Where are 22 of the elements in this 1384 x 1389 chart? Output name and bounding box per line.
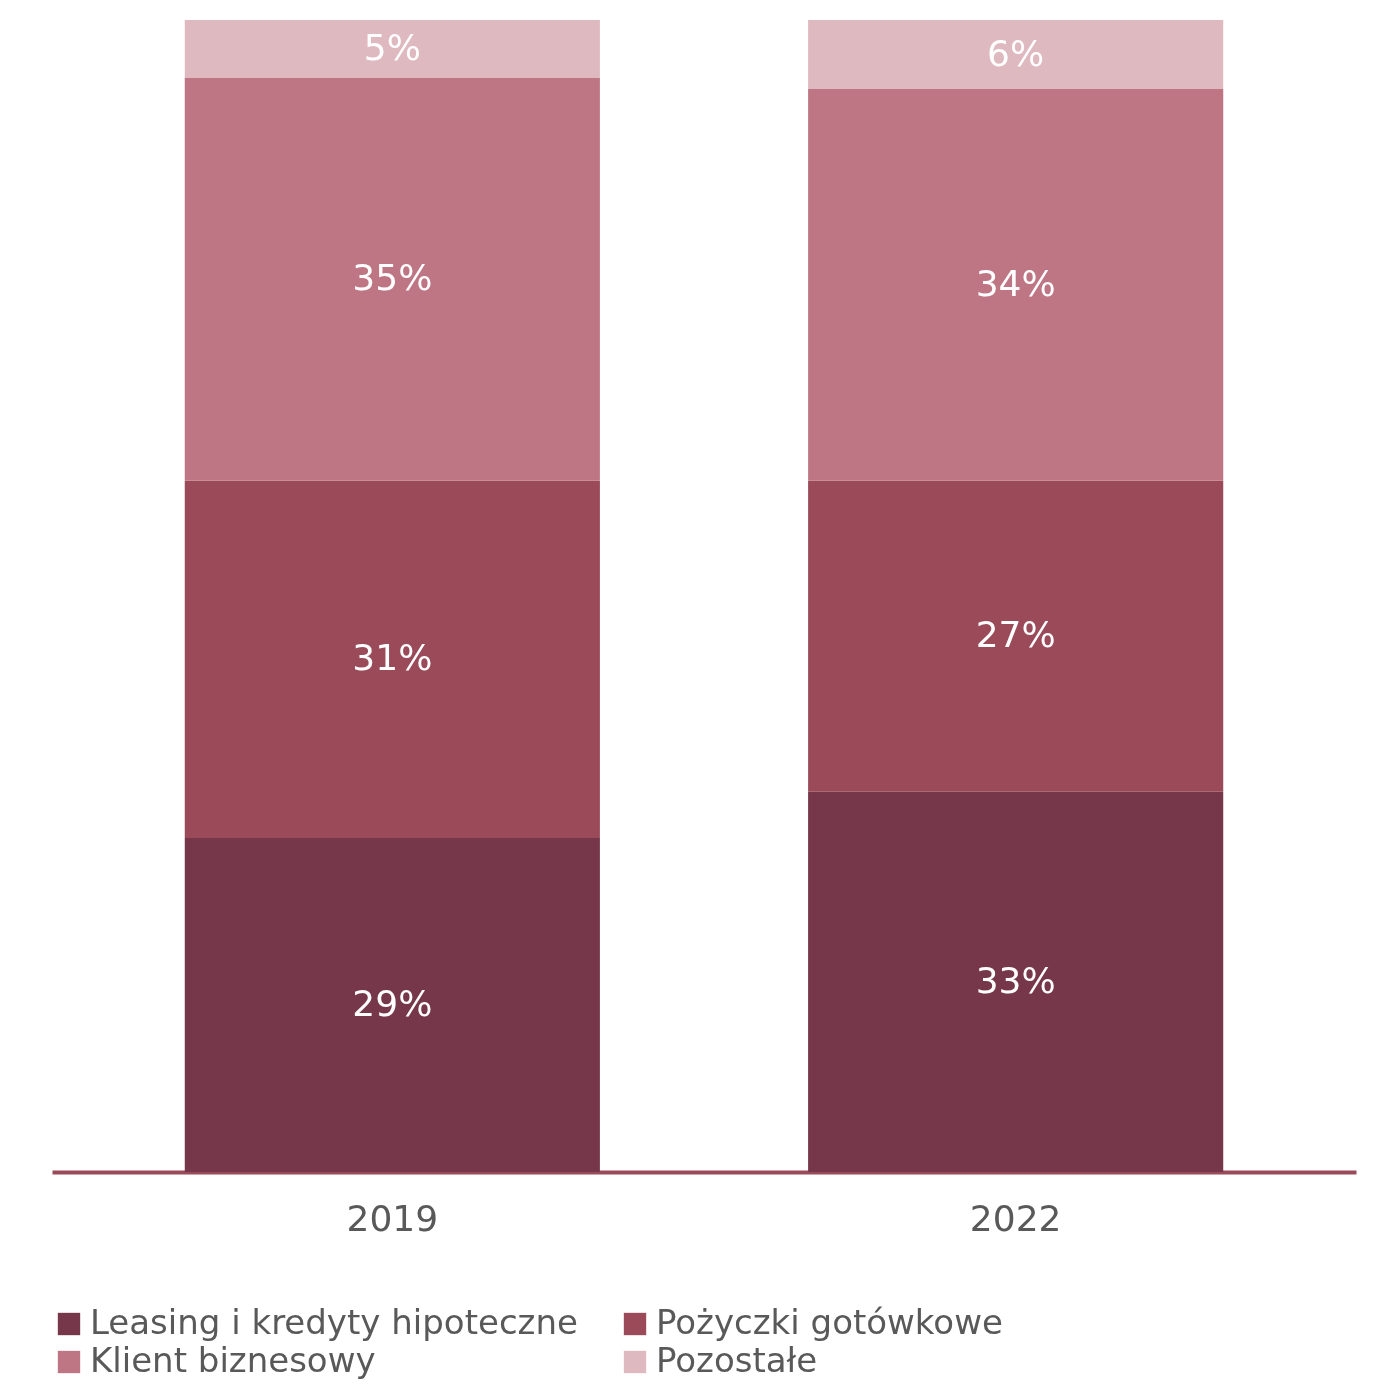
bar — [808, 791, 1224, 1172]
data-label: 35% — [352, 257, 433, 299]
data-label: 34% — [975, 262, 1056, 304]
data-label: 29% — [352, 982, 433, 1024]
legend-label: Leasing i kredyty hipoteczne — [90, 1302, 578, 1342]
data-label: 33% — [975, 959, 1056, 1001]
bar — [808, 480, 1224, 792]
bar — [808, 20, 1224, 90]
data-label: 5% — [363, 26, 421, 68]
bar — [184, 20, 600, 78]
data-label: 6% — [987, 32, 1045, 74]
legend-label: Klient biznesowy — [90, 1340, 376, 1380]
data-label: 27% — [975, 614, 1056, 656]
bar — [184, 837, 600, 1172]
bar — [184, 77, 600, 481]
data-label: 31% — [352, 637, 433, 679]
x-tick-label: 2019 — [346, 1197, 439, 1239]
x-tick-label: 2022 — [969, 1197, 1062, 1239]
bar — [184, 480, 600, 838]
legend-label: Pożyczki gotówkowe — [656, 1302, 1003, 1342]
legend-label: Pozostałe — [656, 1340, 818, 1380]
bar — [808, 89, 1224, 481]
